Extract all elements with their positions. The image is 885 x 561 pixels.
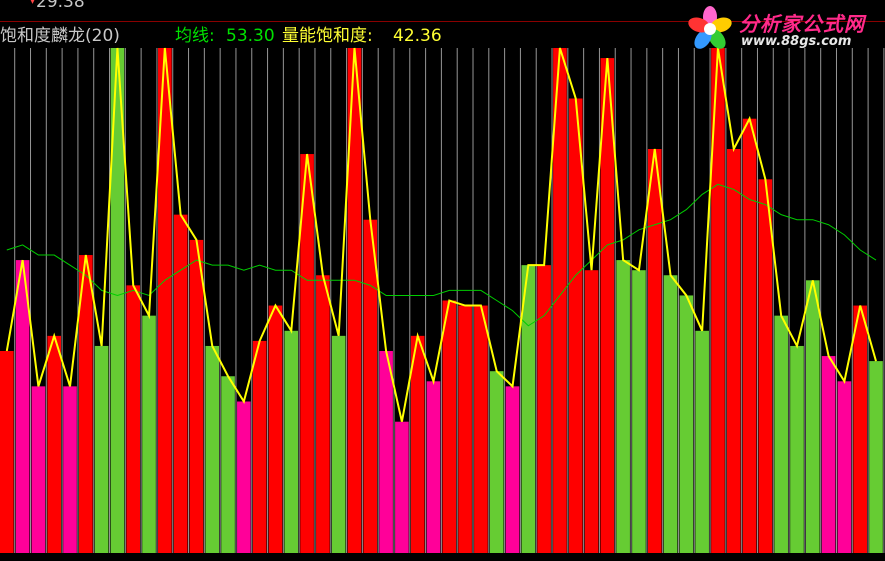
bar bbox=[537, 265, 551, 553]
bar bbox=[821, 356, 836, 553]
bar bbox=[189, 239, 204, 553]
bar bbox=[110, 48, 125, 553]
site-logo: 分析家公式网 www.88gs.com bbox=[683, 4, 879, 54]
bar bbox=[15, 260, 30, 553]
bar bbox=[31, 386, 46, 553]
bar bbox=[300, 154, 314, 554]
bar bbox=[363, 219, 378, 553]
bar bbox=[521, 265, 536, 553]
flower-icon bbox=[688, 6, 732, 49]
bar bbox=[268, 305, 283, 553]
bar bbox=[284, 330, 299, 553]
bar bbox=[600, 58, 615, 553]
bar bbox=[584, 270, 599, 553]
bar bbox=[63, 386, 77, 553]
bar bbox=[695, 330, 709, 553]
bar bbox=[331, 335, 346, 553]
avg-value: 53.30 bbox=[226, 26, 275, 46]
bar bbox=[347, 48, 362, 553]
bar bbox=[221, 376, 235, 553]
bar bbox=[426, 381, 441, 553]
indicator-name: 饱和度麟龙(20) bbox=[0, 26, 120, 46]
bar bbox=[173, 214, 188, 553]
bar bbox=[47, 335, 62, 553]
bar bbox=[126, 285, 141, 553]
bar bbox=[158, 48, 172, 553]
bar bbox=[410, 335, 425, 553]
bar bbox=[837, 381, 852, 553]
bar bbox=[252, 340, 267, 553]
saturation-label: 量能饱和度: bbox=[282, 26, 373, 46]
bar bbox=[632, 270, 646, 553]
bar bbox=[505, 386, 520, 553]
bar bbox=[442, 300, 457, 553]
bar bbox=[711, 48, 725, 553]
bar bbox=[142, 315, 156, 553]
saturation-value: 42.36 bbox=[393, 26, 442, 46]
bar bbox=[553, 48, 567, 553]
bar bbox=[679, 295, 694, 553]
bar bbox=[790, 345, 804, 553]
bar bbox=[316, 275, 330, 553]
bar bbox=[774, 315, 788, 553]
bar bbox=[805, 280, 820, 553]
bar bbox=[853, 305, 867, 553]
bar bbox=[205, 345, 220, 553]
bar bbox=[726, 149, 741, 553]
bars-layer bbox=[0, 48, 883, 554]
separators-layer bbox=[14, 48, 885, 553]
bar bbox=[742, 118, 757, 553]
bar bbox=[94, 345, 109, 553]
bar bbox=[489, 371, 504, 553]
bar bbox=[379, 351, 393, 553]
bar bbox=[663, 275, 678, 553]
bar bbox=[0, 351, 14, 553]
bar bbox=[458, 305, 472, 553]
top-marker-icon: ▾ bbox=[30, 0, 36, 7]
bar bbox=[474, 305, 488, 553]
logo-url: www.88gs.com bbox=[741, 34, 852, 49]
bar bbox=[568, 98, 583, 553]
avg-label: 均线: bbox=[175, 26, 215, 46]
bar bbox=[616, 260, 630, 553]
average-line bbox=[6, 183, 877, 327]
bar bbox=[647, 149, 662, 553]
bar bbox=[395, 421, 409, 553]
saturation-line bbox=[5, 47, 877, 422]
bar bbox=[237, 401, 251, 553]
top-value: 29.38 bbox=[36, 0, 85, 12]
bar bbox=[79, 255, 93, 554]
logo-name: 分析家公式网 bbox=[739, 12, 865, 36]
bar bbox=[758, 179, 773, 554]
bar bbox=[869, 361, 883, 553]
